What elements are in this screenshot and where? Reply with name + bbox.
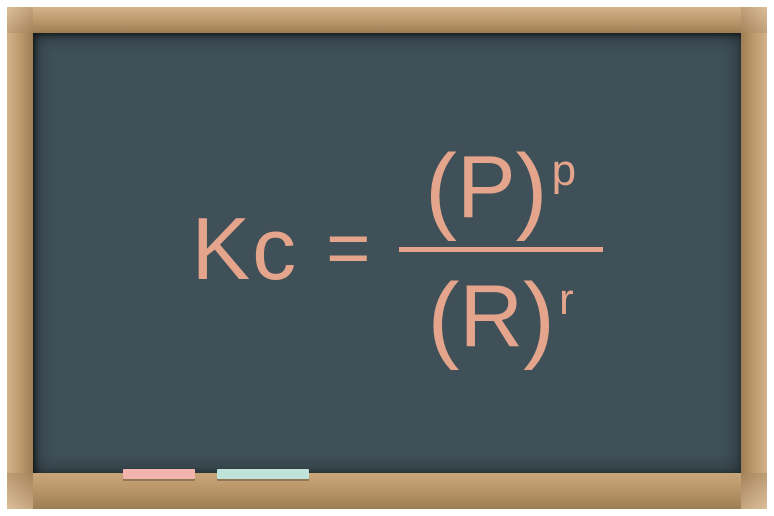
equals-sign: =: [326, 211, 370, 287]
fraction: ( P ) p ( R ) r: [399, 137, 603, 362]
equation: Kc = ( P ) p ( R ) r: [33, 33, 741, 473]
paren-close: ): [523, 270, 555, 366]
paren-close: ): [516, 141, 548, 237]
frame-left: [7, 7, 33, 509]
chalk-teal: [217, 469, 309, 479]
chalk-pink: [123, 469, 195, 479]
frame-corner: [741, 7, 767, 33]
denominator: ( R ) r: [427, 266, 573, 362]
frame-corner: [741, 473, 767, 509]
denominator-exponent: r: [559, 278, 574, 322]
blackboard: Kc = ( P ) p ( R ) r: [7, 7, 767, 509]
frame-corner: [7, 473, 33, 509]
paren-open: (: [425, 141, 457, 237]
frame-right: [741, 7, 767, 509]
board-surface: Kc = ( P ) p ( R ) r: [33, 33, 741, 473]
frame-bottom: [7, 473, 767, 509]
paren-open: (: [427, 270, 459, 366]
numerator-exponent: p: [552, 149, 576, 193]
frame-top: [7, 7, 767, 33]
denominator-variable: R: [459, 272, 523, 360]
numerator: ( P ) p: [425, 137, 576, 233]
fraction-bar: [399, 247, 603, 252]
numerator-variable: P: [457, 143, 516, 231]
frame-corner: [7, 7, 33, 33]
equation-lhs: Kc: [191, 205, 298, 293]
